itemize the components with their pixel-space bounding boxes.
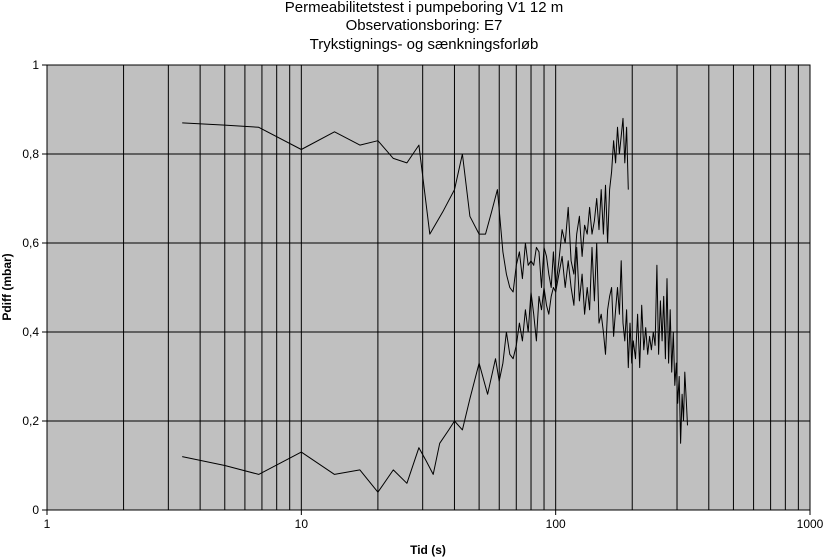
y-tick-label: 1 [32, 58, 39, 72]
y-tick-label: 0,2 [22, 414, 39, 428]
y-tick-label: 0,8 [22, 147, 39, 161]
x-tick-label: 10 [295, 517, 309, 531]
series-line-2 [182, 242, 688, 493]
y-tick-label: 0,6 [22, 236, 39, 250]
y-tick-label: 0,4 [22, 325, 39, 339]
chart-title-line-3: Trykstignings- og sænkningsforløb [310, 36, 539, 53]
y-axis-title: Pdiff (mbar) [0, 253, 14, 320]
x-axis-title: Tid (s) [410, 543, 446, 557]
series-line-1 [182, 117, 629, 293]
y-tick-label: 0 [32, 503, 39, 517]
x-tick-label: 1 [44, 517, 51, 531]
chart-title-line-1: Permeabilitetstest i pumpeboring V1 12 m [285, 0, 563, 16]
plot-area [46, 64, 811, 511]
chart-title-line-2: Observationsboring: E7 [346, 17, 503, 34]
x-tick-label: 1000 [797, 517, 824, 531]
tick-labels: 1 10 100 1000 0 0,2 0,4 0,6 0,8 1 [22, 58, 823, 531]
series-lines [182, 117, 688, 493]
x-tick-label: 100 [546, 517, 566, 531]
